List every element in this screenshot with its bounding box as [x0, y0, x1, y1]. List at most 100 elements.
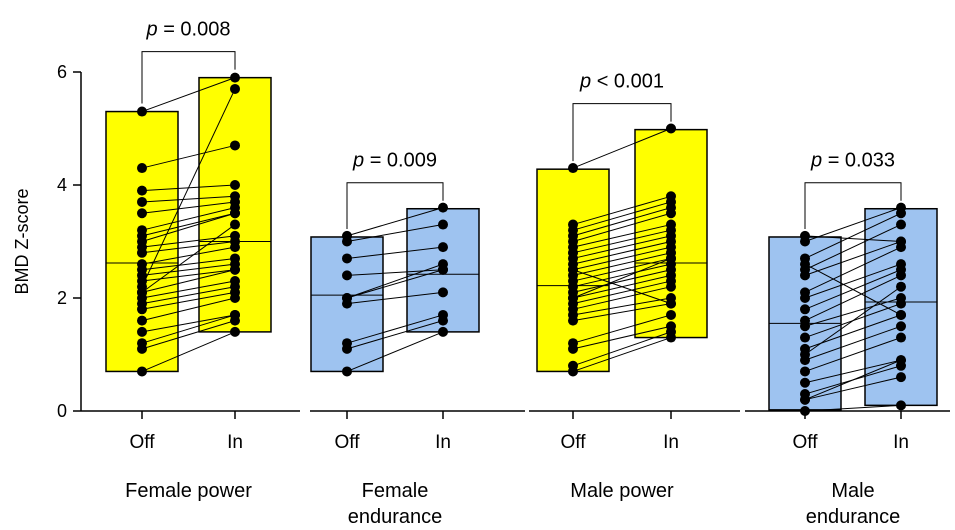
pair-line	[572, 280, 672, 305]
condition-label: Off	[561, 432, 587, 453]
off-point	[800, 287, 810, 298]
group-2	[536, 123, 708, 377]
in-point	[230, 230, 240, 241]
in-point	[438, 287, 448, 298]
pair-line	[346, 263, 444, 299]
off-point	[568, 293, 578, 303]
pair-line	[141, 286, 236, 305]
pair-line	[804, 235, 902, 242]
condition-label: In	[893, 432, 909, 453]
in-point	[230, 253, 240, 264]
in-point	[438, 264, 448, 275]
pair-line	[572, 241, 672, 265]
off-point	[800, 332, 810, 343]
in-point	[666, 219, 676, 230]
in-point	[230, 326, 240, 337]
off-point	[342, 293, 352, 303]
significance-bracket	[572, 103, 672, 162]
pair-line	[346, 314, 444, 344]
group-label: endurance	[806, 506, 901, 528]
y-tick-label: 2	[57, 288, 67, 308]
off-point	[137, 106, 147, 117]
pair-line	[572, 297, 672, 316]
pair-line	[141, 331, 236, 372]
y-axis-title: BMD Z-score	[12, 188, 32, 294]
in-point	[896, 259, 906, 270]
pair-line	[141, 297, 236, 322]
pair-line	[572, 207, 672, 237]
off-point	[137, 366, 147, 377]
in-point	[230, 140, 240, 151]
pair-line	[572, 229, 672, 254]
off-point	[137, 185, 147, 196]
pair-line	[572, 303, 672, 322]
pair-line	[804, 212, 902, 259]
pair-line	[804, 337, 902, 372]
p-value-label: p = 0.008	[146, 19, 231, 41]
in-point	[230, 219, 240, 230]
pair-line	[141, 207, 236, 231]
off-point	[137, 287, 147, 298]
off-point	[800, 349, 810, 360]
group-1	[310, 202, 480, 377]
pair-line	[572, 337, 672, 372]
pair-line	[141, 77, 236, 113]
pair-line	[804, 224, 902, 271]
pair-line	[346, 291, 444, 305]
off-point	[568, 360, 578, 371]
off-point	[342, 270, 352, 281]
pair-line	[804, 263, 902, 316]
off-point	[342, 230, 352, 241]
off-point	[800, 394, 810, 405]
pair-line	[141, 257, 236, 271]
in-point	[666, 253, 676, 264]
in-point	[896, 293, 906, 303]
significance-bracket	[141, 51, 236, 104]
pair-line	[572, 195, 672, 226]
in-point	[230, 83, 240, 94]
pair-line	[572, 269, 672, 305]
off-point	[800, 304, 810, 315]
pair-line	[141, 195, 236, 203]
in-point	[896, 321, 906, 332]
off-point	[342, 366, 352, 377]
condition-label: Off	[130, 432, 156, 453]
pair-line	[572, 263, 672, 288]
off-point	[137, 338, 147, 349]
pair-line	[804, 241, 902, 276]
group-label: Male	[831, 480, 874, 502]
pair-line	[141, 246, 236, 265]
off-point	[137, 208, 147, 219]
in-point	[438, 219, 448, 230]
pair-line	[141, 212, 236, 242]
pair-line	[346, 269, 444, 276]
pair-line	[141, 88, 236, 287]
pair-line	[141, 314, 236, 344]
pair-line	[141, 241, 236, 254]
pair-line	[804, 246, 902, 293]
in-point	[438, 309, 448, 320]
pair-line	[141, 235, 236, 248]
pair-line	[346, 320, 444, 350]
pair-line	[141, 144, 236, 169]
pair-line	[572, 235, 672, 259]
in-point	[666, 321, 676, 332]
pair-line	[572, 314, 672, 344]
pair-line	[141, 269, 236, 293]
pair-line	[804, 207, 902, 242]
pair-line	[572, 246, 672, 271]
off-point	[568, 219, 578, 230]
pair-line	[141, 212, 236, 237]
off-point	[568, 338, 578, 349]
in-point	[896, 309, 906, 320]
pair-line	[346, 207, 444, 237]
pair-line	[804, 297, 902, 327]
pair-line	[346, 331, 444, 372]
off-point	[137, 259, 147, 270]
significance-bracket	[804, 182, 902, 229]
in-point	[896, 236, 906, 247]
off-point	[800, 366, 810, 377]
in-point	[230, 72, 240, 83]
condition-label: In	[435, 432, 451, 453]
